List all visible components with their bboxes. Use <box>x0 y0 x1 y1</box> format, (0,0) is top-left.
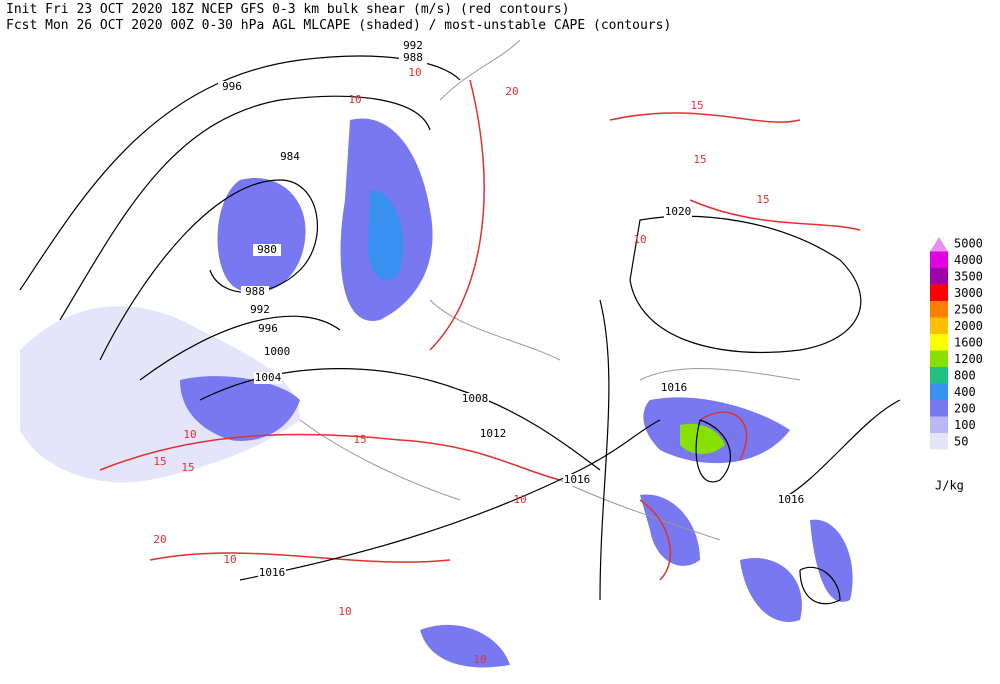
shear-label: 10 <box>408 66 421 79</box>
coastlines <box>299 39 801 541</box>
legend-label: 800 <box>954 368 976 382</box>
legend-swatch <box>930 400 948 417</box>
shear-labels: 10 10 10 15 15 20 15 15 20 10 15 10 10 15 10 10 <box>153 66 769 666</box>
isobar-label: 1016 <box>661 381 688 394</box>
label-backing <box>246 304 274 316</box>
legend-label: 3500 <box>954 269 983 283</box>
isobar-label: 1012 <box>480 427 507 440</box>
shear-label: 15 <box>690 99 703 112</box>
label-backing <box>254 372 282 384</box>
header-line: Init Fri 23 OCT 2020 18Z NCEP GFS 0-3 km… <box>6 2 570 17</box>
shear-label: 10 <box>473 653 486 666</box>
label-backing <box>479 428 507 440</box>
legend-label: 1600 <box>954 335 983 349</box>
label-backing <box>263 346 291 358</box>
label-backing <box>253 244 281 256</box>
isobar-label: 1016 <box>564 473 591 486</box>
isobar-label: 996 <box>258 322 278 335</box>
coastline <box>299 39 801 541</box>
label-backing <box>254 323 282 335</box>
label-backing <box>777 494 805 506</box>
legend-swatch <box>930 367 948 384</box>
cape-area <box>420 624 510 668</box>
legend-swatch <box>930 317 948 334</box>
isobar-label: 988 <box>245 285 265 298</box>
legend-label: 50 <box>954 434 968 448</box>
legend-swatch <box>930 237 948 252</box>
shear-contour <box>99 79 861 581</box>
legend-label: 400 <box>954 385 976 399</box>
cape-contours <box>19 55 901 605</box>
shear-label: 10 <box>223 553 236 566</box>
cape-area <box>217 178 306 293</box>
isobar-label: 1008 <box>462 392 489 405</box>
cape-area <box>643 397 790 464</box>
shear-label: 10 <box>633 233 646 246</box>
shear-label: 20 <box>153 533 166 546</box>
label-backing <box>276 151 304 163</box>
legend-swatch <box>930 268 948 285</box>
isobar <box>19 55 901 605</box>
legend: 5000 4000 3500 3000 2500 2000 1600 1200 800 400 20… <box>930 236 983 493</box>
shear-label: 15 <box>181 461 194 474</box>
cape-area <box>810 519 853 602</box>
isobar-label: 988 <box>403 51 423 64</box>
legend-swatch <box>930 350 948 367</box>
cape-area <box>368 190 404 281</box>
legend-swatch <box>930 416 948 433</box>
legend-label: 2000 <box>954 319 983 333</box>
legend-unit: J/kg <box>935 479 964 493</box>
shear-label: 10 <box>338 605 351 618</box>
shear-label: 10 <box>348 93 361 106</box>
header-line: Fcst Mon 26 OCT 2020 00Z 0-30 hPa AGL ML… <box>6 18 671 33</box>
isobar-label: 980 <box>257 243 277 256</box>
shear-label: 10 <box>183 428 196 441</box>
shear-label: 15 <box>756 193 769 206</box>
legend-label: 2500 <box>954 302 983 316</box>
isobar-label: 1016 <box>778 493 805 506</box>
legend-label: 5000 <box>954 236 983 250</box>
label-backing <box>399 52 427 64</box>
legend-swatch <box>930 284 948 301</box>
label-backing <box>664 206 692 218</box>
shear-label: 15 <box>693 153 706 166</box>
label-backing <box>461 393 489 405</box>
label-backing <box>660 382 688 394</box>
shear-label: 15 <box>153 455 166 468</box>
cape-area <box>680 423 725 455</box>
legend-label: 100 <box>954 418 976 432</box>
legend-swatch <box>930 251 948 268</box>
isobar-label: 1000 <box>264 345 291 358</box>
shear-label: 10 <box>513 493 526 506</box>
label-backing <box>399 40 427 52</box>
isobar-label: 992 <box>250 303 270 316</box>
label-backing <box>258 567 286 579</box>
legend-label: 200 <box>954 401 976 415</box>
label-backing <box>218 81 246 93</box>
legend-swatch <box>930 383 948 400</box>
isobar-labels: 9929889969849809889929961000100410081012… <box>218 39 805 579</box>
shear-label: 20 <box>505 85 518 98</box>
label-backing <box>563 474 591 486</box>
legend-label: 4000 <box>954 253 983 267</box>
legend-swatch <box>930 301 948 318</box>
legend-label: 3000 <box>954 286 983 300</box>
shear-label: 15 <box>353 433 366 446</box>
isobar-label: 992 <box>403 39 423 52</box>
legend-swatch <box>930 433 948 450</box>
isobar-label: 984 <box>280 150 300 163</box>
isobar-label: 996 <box>222 80 242 93</box>
isobar-label: 1016 <box>259 566 286 579</box>
legend-label: 1200 <box>954 352 983 366</box>
cape-area <box>180 376 300 441</box>
isobar-label: 1004 <box>255 371 282 384</box>
shear-contours <box>99 79 861 581</box>
cape-area <box>740 558 802 622</box>
legend-swatch <box>930 334 948 351</box>
isobar-label: 1020 <box>665 205 692 218</box>
label-backing <box>241 286 269 298</box>
